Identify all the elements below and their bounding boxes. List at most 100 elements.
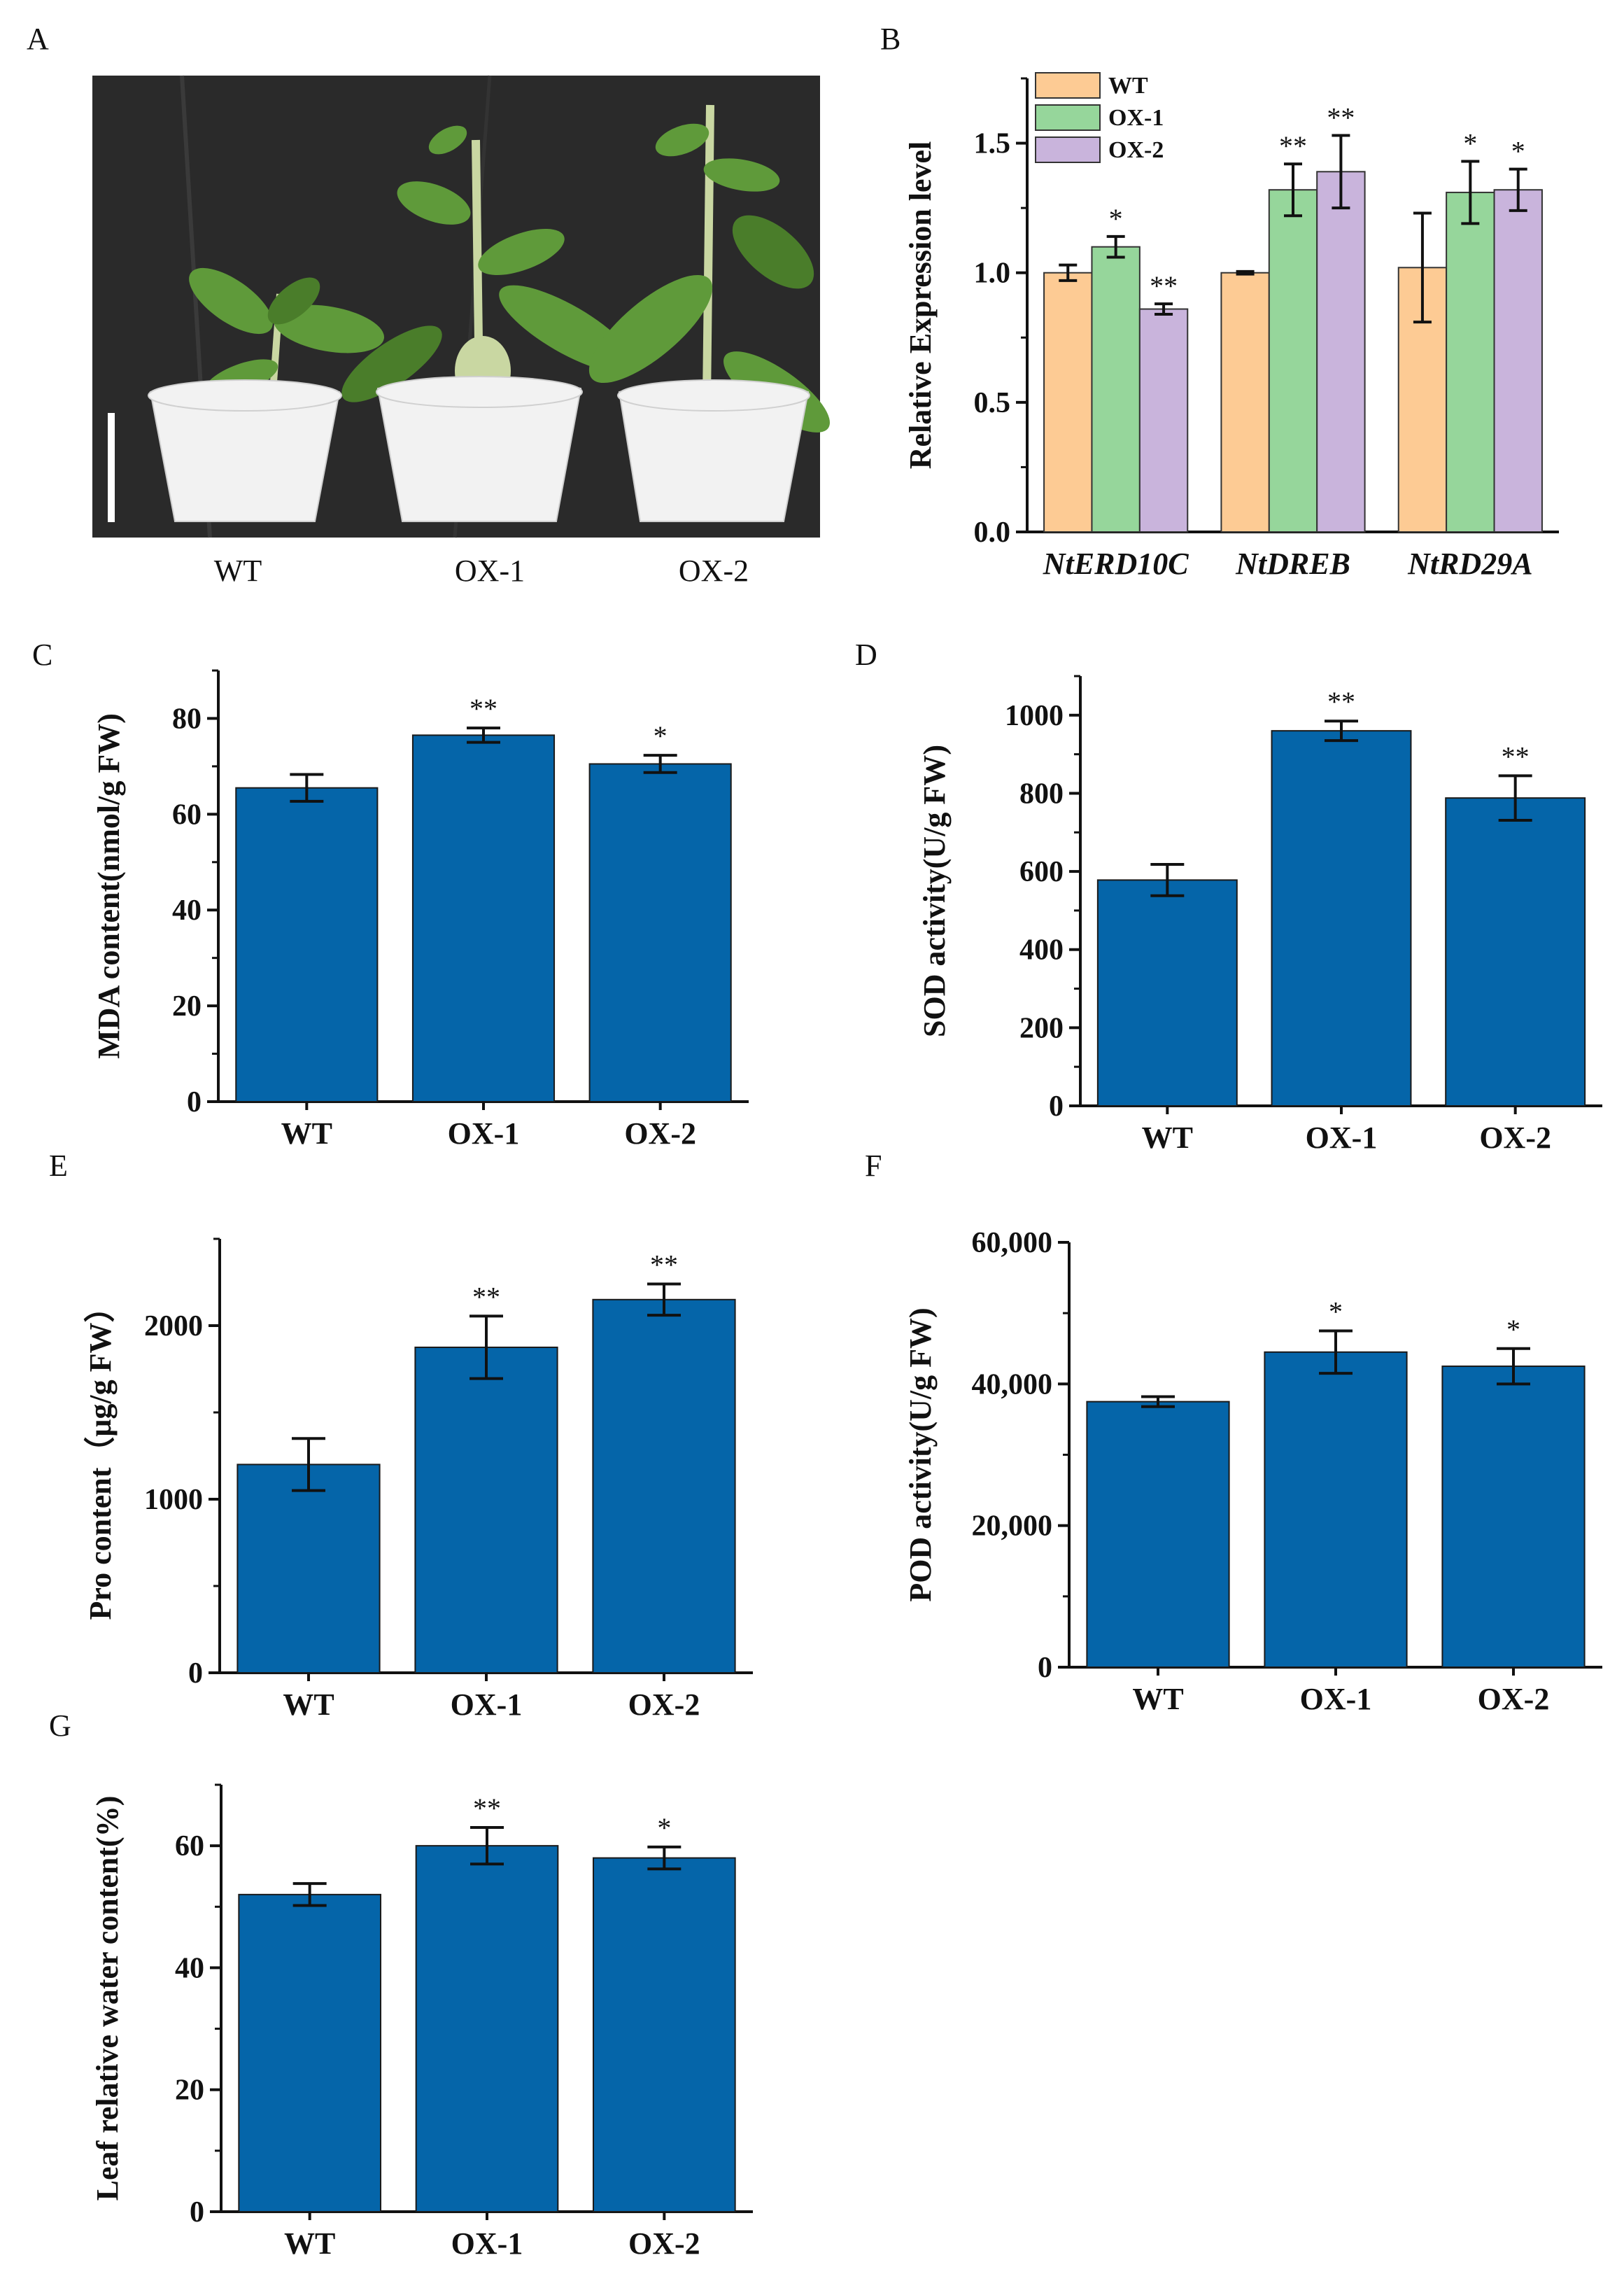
significance-marker: **: [1327, 101, 1355, 133]
pot-rim: [148, 379, 342, 412]
significance-marker: **: [1502, 741, 1530, 772]
y-axis-label: POD activity(U/g FW): [903, 1307, 938, 1601]
chart-c: C 0 20 40 60 80 MDA content(nmol/g FW) WT ** OX-1…: [32, 638, 749, 1151]
plant-leaf: [341, 325, 442, 402]
plant-leaf: [274, 304, 384, 353]
bar-wt: [1043, 272, 1093, 533]
y-tick-label: 2000: [144, 1310, 203, 1342]
bar-ox-2: [1316, 171, 1366, 533]
plant-leaf: [428, 125, 467, 155]
chart-f: F 0 20,000 40,000 60,000 POD activity(U/g FW)…: [865, 1149, 1602, 1716]
bar-ox-1: [1446, 191, 1495, 533]
legend-swatch-wt: [1035, 72, 1101, 99]
plant-leaf: [189, 267, 273, 335]
x-category-label: WT: [281, 1116, 332, 1151]
y-tick-label: 0: [188, 1657, 203, 1690]
plant-leaf: [588, 274, 713, 384]
significance-marker: *: [1329, 1296, 1343, 1327]
bar-ox-1: [411, 734, 556, 1102]
significance-marker: **: [469, 693, 497, 724]
chart-g: G 0 20 40 60 Leaf relative water content(%) WT…: [49, 1708, 753, 2261]
panel-letter-g: G: [49, 1708, 71, 1743]
plant-leaf: [267, 277, 320, 325]
plant-photo: [92, 75, 830, 538]
y-tick-label: 1000: [144, 1484, 203, 1516]
bar-ox-2: [593, 1857, 736, 2213]
significance-marker: *: [1511, 136, 1525, 167]
plant-leaf: [732, 215, 814, 289]
x-category-label: OX-1: [1300, 1682, 1372, 1716]
chart-d: D 0 200 400 600 800 1000 SOD activity(U/g FW) WT…: [855, 638, 1602, 1155]
significance-marker: **: [1327, 686, 1355, 717]
bar-wt: [236, 1464, 381, 1673]
x-category-label: WT: [1142, 1121, 1193, 1155]
y-tick-label: 60: [175, 1830, 204, 1862]
y-tick-label: 800: [1019, 778, 1064, 810]
y-axis-label: Relative Expression level: [903, 141, 938, 469]
photo-label-ox1: OX-1: [455, 554, 525, 588]
x-category-label: NtRD29A: [1407, 547, 1532, 581]
bar-ox-2: [1138, 308, 1189, 533]
bar-ox-1: [415, 1845, 559, 2212]
y-tick-label: 60,000: [972, 1227, 1053, 1259]
panel-letter-c: C: [32, 638, 52, 672]
bar-ox-1: [1271, 730, 1412, 1107]
significance-marker: *: [1506, 1314, 1520, 1345]
x-category-label: OX-2: [624, 1116, 696, 1151]
significance-marker: *: [657, 1812, 671, 1844]
x-category-label: WT: [283, 1687, 334, 1722]
panel-letter-f: F: [865, 1149, 882, 1183]
bar-wt: [238, 1893, 382, 2213]
pot-rim: [617, 379, 810, 412]
plant-leaf: [478, 228, 565, 276]
legend-label: OX-2: [1108, 137, 1164, 163]
y-tick-label: 1000: [1005, 700, 1064, 732]
y-tick-label: 0.0: [974, 517, 1011, 549]
significance-marker: **: [472, 1281, 500, 1312]
legend-swatch-ox-2: [1035, 136, 1101, 163]
y-tick-label: 200: [1019, 1012, 1064, 1044]
bar-ox-2: [1445, 797, 1586, 1107]
y-tick-label: 0: [1049, 1090, 1064, 1123]
plant-leaf: [655, 123, 709, 157]
x-category-label: OX-2: [628, 2226, 700, 2261]
significance-marker: *: [654, 720, 668, 752]
y-tick-label: 400: [1019, 934, 1064, 967]
panel-letter-d: D: [855, 638, 877, 672]
x-category-label: OX-2: [1479, 1121, 1551, 1155]
bar-ox-1: [414, 1347, 558, 1673]
photo-label-wt: WT: [214, 554, 262, 588]
x-category-label: WT: [284, 2226, 335, 2261]
bar-wt: [1220, 272, 1270, 533]
panel-letter-b: B: [880, 22, 901, 56]
bar-ox-2: [1493, 189, 1543, 533]
x-category-label: NtERD10C: [1043, 547, 1189, 581]
y-axis-label: SOD activity(U/g FW): [917, 745, 952, 1037]
plant-wt: [189, 267, 384, 397]
bar-ox-2: [1441, 1366, 1586, 1668]
bar-ox-1: [1264, 1351, 1408, 1669]
bar-wt: [1086, 1401, 1230, 1668]
plant-leaf: [397, 181, 471, 225]
y-tick-label: 40: [172, 894, 202, 927]
photo-label-ox2: OX-2: [679, 554, 749, 588]
legend-label: OX-1: [1108, 105, 1164, 131]
panel-letter-a: A: [27, 22, 49, 56]
plant-stem: [702, 104, 714, 400]
x-category-label: OX-1: [451, 2226, 523, 2261]
y-tick-label: 20: [172, 990, 202, 1023]
bar-ox-2: [592, 1298, 736, 1674]
y-axis-label: Pro content（μg/g FW）: [83, 1292, 118, 1620]
y-tick-label: 0: [187, 1086, 202, 1118]
y-tick-label: 80: [172, 703, 202, 735]
significance-marker: **: [473, 1792, 501, 1824]
significance-marker: **: [1279, 130, 1307, 162]
y-tick-label: 1.5: [974, 128, 1011, 160]
y-tick-label: 0.5: [974, 387, 1011, 419]
y-tick-label: 20,000: [972, 1510, 1053, 1543]
y-tick-label: 0: [1038, 1652, 1052, 1684]
x-category-label: OX-1: [1306, 1121, 1378, 1155]
panel-a: A: [27, 22, 830, 588]
